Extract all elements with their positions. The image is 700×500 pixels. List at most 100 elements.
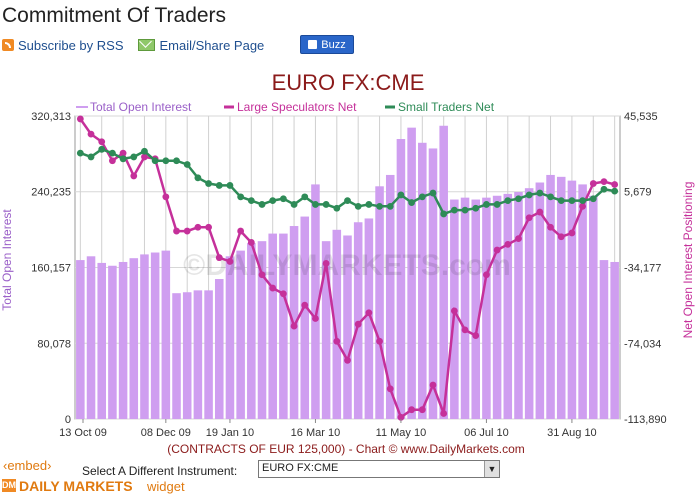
small-traders-point bbox=[568, 197, 576, 205]
open-interest-bar bbox=[567, 180, 577, 419]
small-traders-point bbox=[279, 195, 287, 203]
x-tick-label: 19 Jan 10 bbox=[206, 427, 254, 439]
legend-small-traders: Small Traders Net bbox=[398, 100, 495, 114]
large-speculators-point bbox=[205, 223, 212, 231]
small-traders-point bbox=[119, 155, 127, 163]
small-traders-point bbox=[579, 197, 586, 205]
legend-large-spec: Large Speculators Net bbox=[237, 100, 357, 114]
small-traders-point bbox=[130, 153, 138, 161]
large-speculators-point bbox=[333, 337, 341, 345]
small-traders-point bbox=[301, 193, 309, 201]
open-interest-bar bbox=[589, 195, 598, 419]
footer: ‹embed› Select A Different Instrument: E… bbox=[0, 456, 700, 500]
open-interest-bar bbox=[482, 197, 491, 419]
open-interest-bar bbox=[86, 256, 96, 419]
open-interest-bar bbox=[418, 142, 427, 419]
small-traders-point bbox=[547, 193, 554, 201]
instrument-select[interactable]: EURO FX:CME ▼ bbox=[258, 460, 500, 478]
large-speculators-point bbox=[183, 227, 191, 235]
legend-open-interest: Total Open Interest bbox=[90, 100, 192, 114]
large-speculators-point bbox=[547, 223, 554, 231]
email-share-link[interactable]: Email/Share Page bbox=[124, 38, 264, 53]
open-interest-bar bbox=[108, 265, 117, 419]
large-speculators-point bbox=[408, 406, 416, 414]
small-traders-point bbox=[151, 157, 159, 165]
small-traders-point bbox=[194, 174, 202, 182]
open-interest-bar bbox=[364, 218, 374, 419]
small-traders-point bbox=[504, 197, 512, 205]
right-tick-label: -34,177 bbox=[624, 262, 661, 274]
left-axis-label: Total Open Interest bbox=[0, 209, 14, 311]
open-interest-bar bbox=[343, 235, 352, 419]
open-interest-bar bbox=[182, 292, 192, 419]
small-traders-point bbox=[183, 161, 191, 168]
large-speculators-point bbox=[109, 157, 116, 165]
large-speculators-point bbox=[301, 301, 309, 309]
open-interest-bar bbox=[150, 252, 160, 419]
open-interest-bar bbox=[385, 174, 395, 419]
small-traders-point bbox=[333, 204, 341, 212]
large-speculators-point bbox=[429, 381, 437, 389]
embed-link[interactable]: ‹embed› bbox=[3, 458, 52, 473]
large-speculators-point bbox=[141, 153, 148, 161]
x-tick-label: 31 Aug 10 bbox=[547, 427, 597, 439]
x-tick-label: 16 Mar 10 bbox=[291, 427, 341, 439]
open-interest-bar bbox=[129, 258, 139, 419]
small-traders-point bbox=[600, 185, 608, 193]
left-tick-label: 0 bbox=[65, 414, 71, 426]
large-speculators-point bbox=[611, 181, 619, 188]
small-traders-point bbox=[429, 189, 437, 197]
open-interest-bar bbox=[503, 193, 513, 419]
large-speculators-point bbox=[397, 413, 405, 421]
small-traders-point bbox=[173, 157, 180, 165]
buzz-label: Buzz bbox=[321, 38, 346, 51]
open-interest-bar bbox=[321, 241, 331, 419]
left-tick-label: 80,078 bbox=[37, 338, 71, 350]
subscribe-rss-link[interactable]: Subscribe by RSS bbox=[2, 38, 124, 53]
left-tick-label: 320,313 bbox=[31, 111, 71, 123]
left-tick-label: 240,235 bbox=[31, 187, 71, 199]
open-interest-bar bbox=[268, 233, 277, 419]
open-interest-bar bbox=[514, 191, 523, 419]
open-interest-bar bbox=[311, 184, 320, 419]
large-speculators-point bbox=[600, 178, 608, 186]
open-interest-bars bbox=[76, 125, 619, 420]
large-speculators-point bbox=[269, 284, 277, 292]
small-traders-point bbox=[515, 195, 522, 203]
x-tick-label: 11 May 10 bbox=[376, 427, 427, 439]
open-interest-bar bbox=[332, 229, 342, 419]
dailymarkets-brand[interactable]: DAILY MARKETS bbox=[19, 478, 133, 494]
left-tick-label: 160,157 bbox=[31, 262, 71, 274]
large-speculators-point bbox=[226, 258, 234, 265]
open-interest-bar bbox=[140, 254, 149, 419]
small-traders-point bbox=[226, 182, 234, 189]
large-speculators-point bbox=[450, 307, 458, 315]
large-speculators-point bbox=[290, 322, 298, 330]
buzz-button[interactable]: Buzz bbox=[300, 35, 354, 54]
chevron-down-icon: ▼ bbox=[484, 461, 499, 477]
right-tick-label: -113,890 bbox=[624, 414, 667, 426]
small-traders-point bbox=[376, 202, 383, 210]
open-interest-bar bbox=[76, 260, 85, 419]
small-traders-point bbox=[408, 199, 416, 206]
large-speculators-point bbox=[461, 326, 469, 334]
large-speculators-point bbox=[76, 115, 84, 123]
open-interest-bar bbox=[546, 174, 555, 419]
small-traders-point bbox=[418, 193, 426, 201]
small-traders-point bbox=[205, 180, 212, 187]
cot-chart: EURO FX:CME Total Open Interest Large Sp… bbox=[0, 70, 695, 456]
buzz-icon bbox=[308, 40, 318, 49]
large-speculators-point bbox=[525, 214, 533, 222]
right-axis-label: Net Open Interest Positioning bbox=[681, 182, 695, 339]
small-traders-point bbox=[536, 189, 544, 197]
net-position-lines bbox=[76, 115, 619, 421]
x-tick-label: 13 Oct 09 bbox=[59, 427, 107, 439]
small-traders-point bbox=[493, 201, 501, 208]
small-traders-point bbox=[237, 193, 245, 201]
small-traders-point bbox=[386, 202, 394, 210]
open-interest-bar bbox=[471, 199, 481, 419]
right-tick-label: -74,034 bbox=[624, 338, 661, 350]
large-speculators-point bbox=[483, 271, 490, 279]
open-interest-bar bbox=[118, 261, 128, 419]
open-interest-bar bbox=[535, 182, 545, 419]
